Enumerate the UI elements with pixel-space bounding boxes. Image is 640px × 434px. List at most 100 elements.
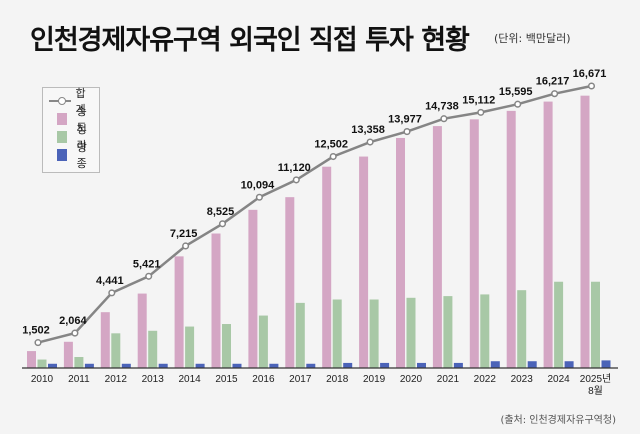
x-tick-label: 2018: [326, 374, 349, 385]
bar-yeongjong: [601, 360, 611, 368]
bar-songdo: [285, 197, 295, 368]
bar-yeongjong: [564, 361, 574, 368]
total-point: [514, 100, 522, 108]
legend-item-yeongjong: 영종: [49, 141, 93, 170]
x-tick-label: 2020: [400, 374, 423, 385]
total-point: [587, 82, 596, 90]
swatch-icon: [57, 149, 67, 161]
total-point: [551, 90, 559, 98]
bar-cheongna: [74, 357, 84, 368]
bar-yeongjong: [121, 363, 131, 368]
data-label: 7,215: [170, 228, 198, 240]
bar-songdo: [137, 293, 147, 368]
bar-songdo: [506, 110, 516, 369]
bar-songdo: [580, 95, 590, 368]
data-label: 10,094: [241, 179, 276, 191]
total-line: [37, 84, 592, 344]
line-marker-icon: [49, 95, 72, 107]
total-point: [329, 152, 337, 161]
data-label: 8,525: [207, 206, 235, 218]
bar-yeongjong: [380, 362, 390, 368]
bar-cheongna: [517, 290, 527, 368]
bar-cheongna: [148, 330, 158, 368]
bar-yeongjong: [84, 363, 94, 368]
bar-songdo: [543, 101, 553, 368]
bar-cheongna: [369, 299, 379, 368]
legend-label: 합계: [75, 87, 86, 116]
x-tick-label: 2017: [289, 374, 312, 385]
data-label: 2,064: [59, 315, 87, 327]
data-label: 13,977: [388, 114, 422, 126]
swatch-icon: [57, 131, 67, 143]
total-point: [71, 329, 79, 337]
bar-yeongjong: [48, 363, 57, 368]
bar-songdo: [63, 341, 73, 368]
bar-cheongna: [406, 297, 416, 368]
total-point: [108, 289, 116, 297]
bar-cheongna: [37, 359, 47, 368]
x-tick-label: 2011: [68, 374, 90, 385]
total-point: [218, 220, 227, 228]
bar-songdo: [322, 166, 332, 368]
bar-songdo: [359, 156, 369, 368]
bar-cheongna: [258, 315, 268, 368]
data-label: 16,217: [536, 76, 570, 88]
bar-cheongna: [222, 324, 231, 368]
bar-songdo: [469, 119, 479, 368]
data-label: 14,738: [425, 101, 459, 113]
x-tick-label: 2010: [31, 374, 54, 385]
x-tick-label: 2025년: [580, 373, 611, 385]
bar-yeongjong: [417, 362, 426, 368]
legend-label: 청라: [76, 123, 87, 152]
total-point: [145, 272, 153, 280]
x-tick-label: 2022: [474, 374, 497, 385]
total-point: [477, 108, 485, 116]
swatch-icon: [57, 113, 67, 125]
bar-songdo: [396, 137, 405, 368]
bar-yeongjong: [158, 363, 168, 368]
total-point: [255, 193, 263, 201]
unit-label: (단위: 백만달러): [494, 32, 571, 45]
data-label: 15,595: [499, 86, 533, 98]
legend-label: 송도: [76, 105, 87, 134]
bar-songdo: [100, 312, 110, 368]
bar-yeongjong: [527, 361, 537, 368]
bar-yeongjong: [269, 363, 279, 368]
total-point: [182, 242, 190, 250]
data-label: 15,112: [462, 94, 495, 106]
bar-cheongna: [332, 299, 342, 368]
bar-songdo: [174, 256, 184, 368]
legend-item-songdo: 송도: [49, 105, 93, 134]
bar-songdo: [432, 126, 442, 368]
source-note: (출처: 인천경제자유구역청): [500, 415, 616, 426]
bar-songdo: [27, 351, 36, 368]
total-point: [366, 138, 374, 146]
bar-yeongjong: [232, 363, 242, 368]
x-tick-label: 2019: [363, 374, 386, 385]
data-label: 4,441: [96, 275, 124, 287]
bar-yeongjong: [453, 362, 463, 368]
bar-cheongna: [111, 333, 121, 368]
x-tick-label: 2012: [105, 374, 128, 385]
x-tick-label: 2015: [215, 374, 238, 385]
bar-yeongjong: [306, 363, 316, 368]
legend-label: 영종: [76, 141, 87, 170]
total-point: [34, 339, 42, 347]
bar-yeongjong: [343, 362, 353, 368]
bar-cheongna: [480, 294, 490, 368]
legend-item-cheongna: 청라: [49, 123, 93, 152]
data-label: 16,671: [573, 68, 607, 80]
total-point: [403, 128, 411, 136]
bar-yeongjong: [490, 361, 500, 368]
x-tick-label: 2023: [511, 374, 534, 385]
x-tick-label: 2014: [178, 374, 201, 385]
bar-cheongna: [554, 281, 564, 368]
bar-songdo: [248, 209, 258, 368]
data-label: 13,358: [351, 124, 385, 136]
data-label: 12,502: [314, 139, 348, 151]
x-tick-label: 2016: [252, 374, 275, 385]
bar-cheongna: [295, 302, 305, 368]
data-label: 5,421: [133, 258, 161, 270]
bar-cheongna: [591, 281, 600, 368]
